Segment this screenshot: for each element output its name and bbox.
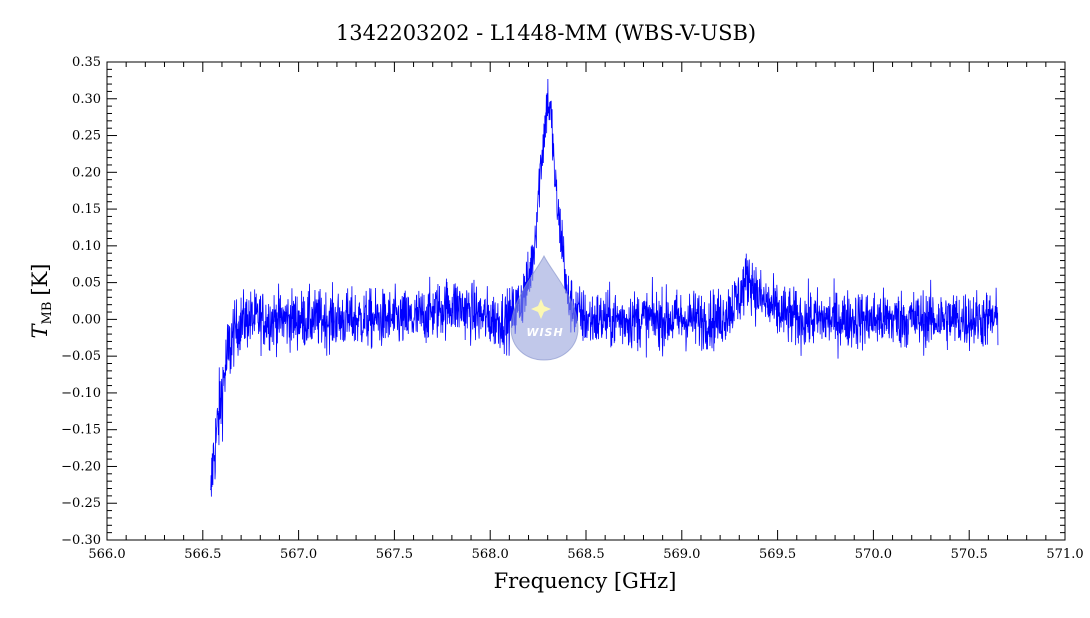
x-tick-label: 568.5	[567, 547, 604, 562]
x-tick-label: 567.0	[280, 547, 317, 562]
y-tick-label: 0.20	[72, 165, 101, 180]
y-axis-label-main: T	[28, 322, 52, 338]
wish-logo-text: WISH	[526, 326, 563, 339]
x-axis-label: Frequency [GHz]	[494, 569, 677, 593]
y-axis-label: TMB [K]	[28, 264, 55, 339]
svg-text:TMB[K]: TMB [K]	[28, 264, 55, 339]
x-tick-label: 569.0	[663, 547, 700, 562]
x-tick-label: 566.5	[184, 547, 221, 562]
y-tick-label: 0.15	[72, 202, 101, 217]
x-axis: 566.0 566.5 567.0 567.5 568.0 568.5 569.0 569.5…	[88, 62, 1084, 562]
wish-logo: WISH	[510, 254, 579, 361]
y-tick-label: −0.25	[61, 496, 101, 511]
spectrum-series-line	[210, 78, 999, 497]
star-icon	[531, 299, 551, 319]
x-tick-label: 568.0	[472, 547, 509, 562]
y-tick-label: 0.30	[72, 92, 101, 107]
x-tick-label: 567.5	[376, 547, 413, 562]
y-tick-label: −0.20	[61, 459, 101, 474]
y-axis-label-unit: [K]	[28, 264, 52, 296]
x-tick-label: 570.5	[951, 547, 988, 562]
y-tick-label: −0.30	[61, 533, 101, 548]
y-tick-label: −0.10	[61, 386, 101, 401]
x-tick-label: 571.0	[1046, 547, 1083, 562]
y-tick-label: 0.05	[72, 276, 101, 291]
plot-area: WISH	[106, 61, 1066, 541]
x-tick-label: 570.0	[855, 547, 892, 562]
y-tick-label: −0.15	[61, 423, 101, 438]
y-axis: −0.30 −0.25 −0.20 −0.15 −0.10 −0.05 0.00 0.05 0.…	[61, 55, 1065, 548]
y-axis-label-sub: MB	[40, 302, 55, 325]
series-layer	[210, 78, 999, 497]
y-tick-label: 0.10	[72, 239, 101, 254]
y-tick-label: 0.25	[72, 129, 101, 144]
x-tick-label: 569.5	[759, 547, 796, 562]
chart-title: 1342203202 - L1448-MM (WBS-V-USB)	[336, 21, 756, 45]
y-tick-label: 0.00	[72, 312, 101, 327]
y-tick-label: 0.35	[72, 55, 101, 70]
y-tick-label: −0.05	[61, 349, 101, 364]
x-tick-label: 566.0	[88, 547, 125, 562]
